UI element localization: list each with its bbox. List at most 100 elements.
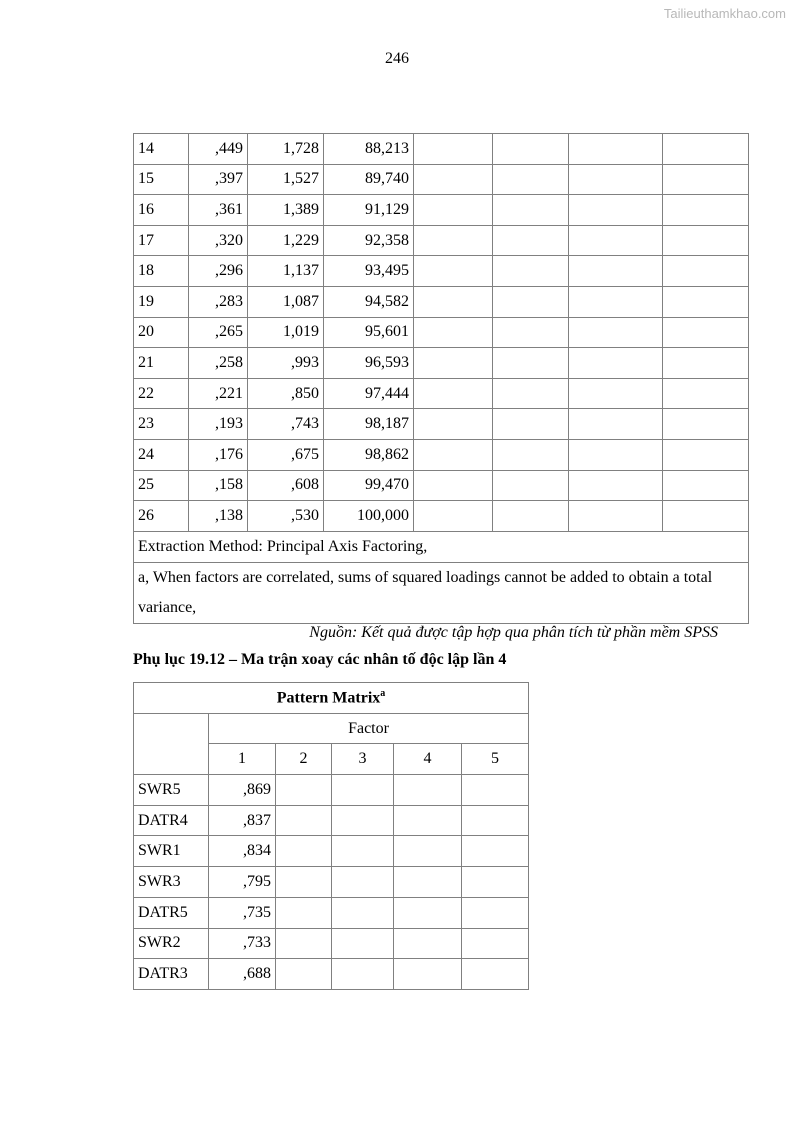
empty-cell bbox=[492, 316, 569, 349]
table-row: 25,158,608 99,470 bbox=[133, 469, 749, 502]
empty-cell bbox=[492, 133, 569, 165]
cumulative-percent: 98,187 bbox=[323, 408, 414, 440]
watermark: Tailieuthamkhao.com bbox=[663, 6, 786, 21]
loading-value: ,837 bbox=[208, 804, 276, 837]
table-row: 21,258,993 96,593 bbox=[133, 347, 749, 379]
empty-cell bbox=[662, 163, 749, 196]
table-row: 15,397 1,527 89,740 bbox=[133, 163, 749, 196]
factor-number: 22 bbox=[133, 377, 189, 410]
empty-cell bbox=[662, 255, 749, 287]
item-label: SWR3 bbox=[133, 866, 209, 898]
source-note: Nguồn: Kết quả được tập hợp qua phân tíc… bbox=[309, 624, 718, 641]
table-row: DATR4,837 bbox=[133, 804, 530, 837]
loading-value bbox=[393, 774, 462, 806]
loading-value bbox=[275, 927, 332, 960]
empty-cell bbox=[413, 163, 493, 196]
loading-value bbox=[275, 958, 332, 990]
table-footnote-row: Extraction Method: Principal Axis Factor… bbox=[133, 530, 749, 563]
empty-cell bbox=[492, 438, 569, 471]
empty-cell bbox=[413, 224, 493, 257]
empty-cell bbox=[413, 347, 493, 379]
factor-column-header: 4 bbox=[393, 743, 462, 776]
loading-value bbox=[393, 835, 462, 868]
total: ,193 bbox=[188, 408, 248, 440]
loading-value bbox=[331, 804, 394, 837]
empty-cell bbox=[662, 377, 749, 410]
loading-value bbox=[331, 866, 394, 898]
table-row: SWR2,733 bbox=[133, 927, 530, 960]
item-label: DATR4 bbox=[133, 804, 209, 837]
page-number: 246 bbox=[385, 50, 409, 67]
total: ,361 bbox=[188, 194, 248, 226]
loading-value bbox=[393, 866, 462, 898]
empty-header-cell bbox=[133, 712, 209, 776]
extraction-method-note: Extraction Method: Principal Axis Factor… bbox=[133, 530, 749, 563]
empty-cell bbox=[492, 285, 569, 318]
empty-cell bbox=[662, 408, 749, 440]
empty-cell bbox=[413, 408, 493, 440]
total: ,221 bbox=[188, 377, 248, 410]
footnote-a: a, When factors are correlated, sums of … bbox=[133, 561, 749, 624]
loading-value bbox=[460, 866, 530, 898]
cumulative-percent: 99,470 bbox=[323, 469, 414, 502]
title-superscript: a bbox=[380, 688, 386, 700]
loading-value bbox=[460, 927, 530, 960]
total: ,449 bbox=[188, 133, 248, 165]
factor-number: 18 bbox=[133, 255, 189, 287]
percent-variance: ,743 bbox=[247, 408, 324, 440]
loading-value bbox=[393, 927, 462, 960]
loading-value bbox=[393, 958, 462, 990]
empty-cell bbox=[492, 500, 569, 532]
cumulative-percent: 93,495 bbox=[323, 255, 414, 287]
cumulative-percent: 96,593 bbox=[323, 347, 414, 379]
percent-variance: 1,728 bbox=[247, 133, 324, 165]
empty-cell bbox=[568, 469, 663, 502]
factor-number: 19 bbox=[133, 285, 189, 318]
factor-number: 14 bbox=[133, 133, 189, 165]
title-text: Pattern Matrix bbox=[276, 689, 381, 707]
total: ,397 bbox=[188, 163, 248, 196]
empty-cell bbox=[568, 163, 663, 196]
empty-cell bbox=[662, 194, 749, 226]
cumulative-percent: 94,582 bbox=[323, 285, 414, 318]
empty-cell bbox=[492, 347, 569, 379]
table-row: 19,283 1,087 94,582 bbox=[133, 285, 749, 318]
item-label: DATR3 bbox=[133, 958, 209, 990]
empty-cell bbox=[413, 377, 493, 410]
appendix-caption: Phụ lục 19.12 – Ma trận xoay các nhân tố… bbox=[133, 651, 507, 668]
total: ,265 bbox=[188, 316, 248, 349]
total: ,158 bbox=[188, 469, 248, 502]
percent-variance: 1,527 bbox=[247, 163, 324, 196]
empty-cell bbox=[492, 469, 569, 502]
empty-cell bbox=[413, 438, 493, 471]
table-row: 23,193,743 98,187 bbox=[133, 408, 749, 440]
empty-cell bbox=[413, 316, 493, 349]
loading-value bbox=[331, 927, 394, 960]
empty-cell bbox=[662, 469, 749, 502]
table-row: 16,361 1,389 91,129 bbox=[133, 194, 749, 226]
percent-variance: 1,137 bbox=[247, 255, 324, 287]
empty-cell bbox=[492, 408, 569, 440]
factor-column-header: 5 bbox=[460, 743, 530, 776]
table-footnote-row: a, When factors are correlated, sums of … bbox=[133, 561, 749, 624]
factor-number: 26 bbox=[133, 500, 189, 532]
total: ,283 bbox=[188, 285, 248, 318]
cumulative-percent: 97,444 bbox=[323, 377, 414, 410]
item-label: DATR5 bbox=[133, 896, 209, 929]
cumulative-percent: 91,129 bbox=[323, 194, 414, 226]
factor-number: 20 bbox=[133, 316, 189, 349]
loading-value bbox=[393, 896, 462, 929]
table-row: DATR3,688 bbox=[133, 958, 530, 990]
empty-cell bbox=[568, 377, 663, 410]
factor-number: 23 bbox=[133, 408, 189, 440]
empty-cell bbox=[568, 224, 663, 257]
loading-value bbox=[460, 804, 530, 837]
cumulative-percent: 95,601 bbox=[323, 316, 414, 349]
loading-value bbox=[460, 774, 530, 806]
loading-value bbox=[275, 774, 332, 806]
cumulative-percent: 100,000 bbox=[323, 500, 414, 532]
total: ,258 bbox=[188, 347, 248, 379]
empty-cell bbox=[568, 438, 663, 471]
empty-cell bbox=[568, 194, 663, 226]
factor-number: 25 bbox=[133, 469, 189, 502]
